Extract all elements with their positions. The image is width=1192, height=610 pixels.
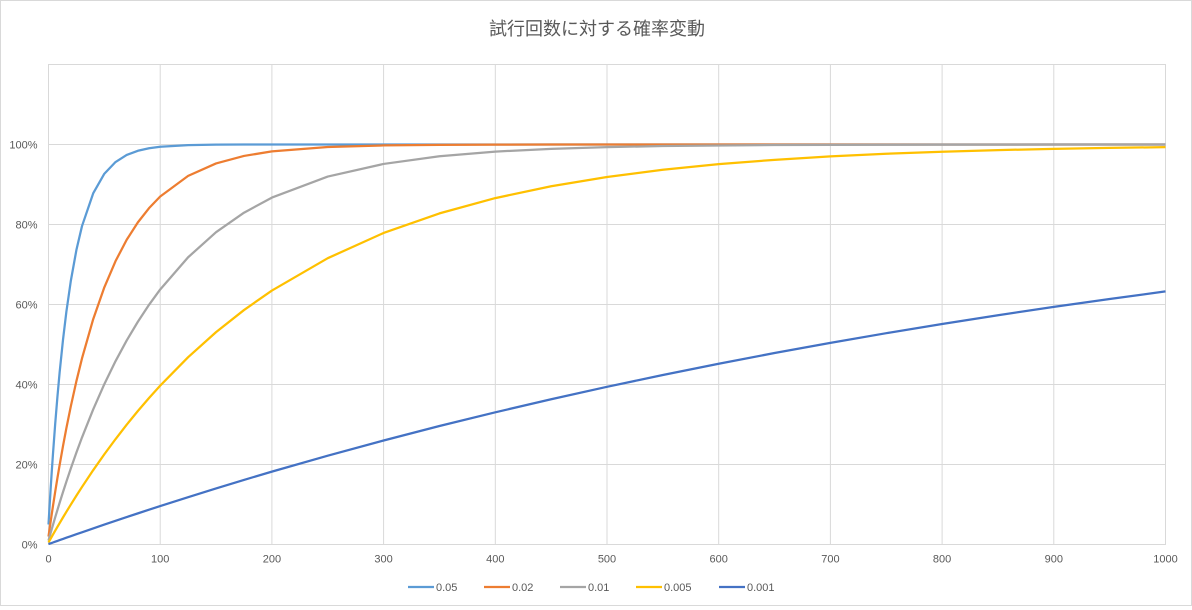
legend-label: 0.005 xyxy=(664,582,692,594)
y-tick-label: 100% xyxy=(9,140,37,152)
x-tick-label: 300 xyxy=(374,554,392,566)
gridlines xyxy=(48,64,1166,545)
x-tick-label: 500 xyxy=(598,554,616,566)
y-tick-label: 40% xyxy=(15,380,37,392)
legend-label: 0.01 xyxy=(588,582,609,594)
legend-label: 0.05 xyxy=(436,582,457,594)
x-tick-label: 700 xyxy=(821,554,839,566)
legend-item-0.01[interactable]: 0.01 xyxy=(560,582,609,594)
series-lines xyxy=(47,143,1166,546)
legend-item-0.005[interactable]: 0.005 xyxy=(636,582,692,594)
legend-item-0.02[interactable]: 0.02 xyxy=(484,582,533,594)
y-tick-label: 20% xyxy=(15,460,37,472)
x-tick-label: 800 xyxy=(933,554,951,566)
legend-label: 0.001 xyxy=(747,582,775,594)
x-tick-label: 0 xyxy=(45,554,51,566)
chart-title: 試行回数に対する確率変動 xyxy=(489,19,705,39)
legend: 0.05 0.02 0.01 0.005 0.001 xyxy=(408,582,775,594)
y-tick-label: 60% xyxy=(15,300,37,312)
x-tick-label: 100 xyxy=(151,554,169,566)
x-tick-label: 1000 xyxy=(1153,554,1177,566)
x-tick-label: 900 xyxy=(1045,554,1063,566)
series-line-0.01 xyxy=(47,143,1166,541)
legend-item-0.001[interactable]: 0.001 xyxy=(719,582,775,594)
x-tick-label: 200 xyxy=(263,554,281,566)
x-tick-label: 600 xyxy=(710,554,728,566)
x-tick-label: 400 xyxy=(486,554,504,566)
y-tick-label: 80% xyxy=(15,220,37,232)
legend-item-0.05[interactable]: 0.05 xyxy=(408,582,457,594)
axis-labels: 0 100 200 300 400 500 600 700 800 900 1000 0% 20% 40%… xyxy=(9,140,1177,566)
series-line-0.005 xyxy=(47,146,1166,544)
y-tick-label: 0% xyxy=(22,540,38,552)
legend-label: 0.02 xyxy=(512,582,533,594)
series-line-0.001 xyxy=(48,290,1166,546)
